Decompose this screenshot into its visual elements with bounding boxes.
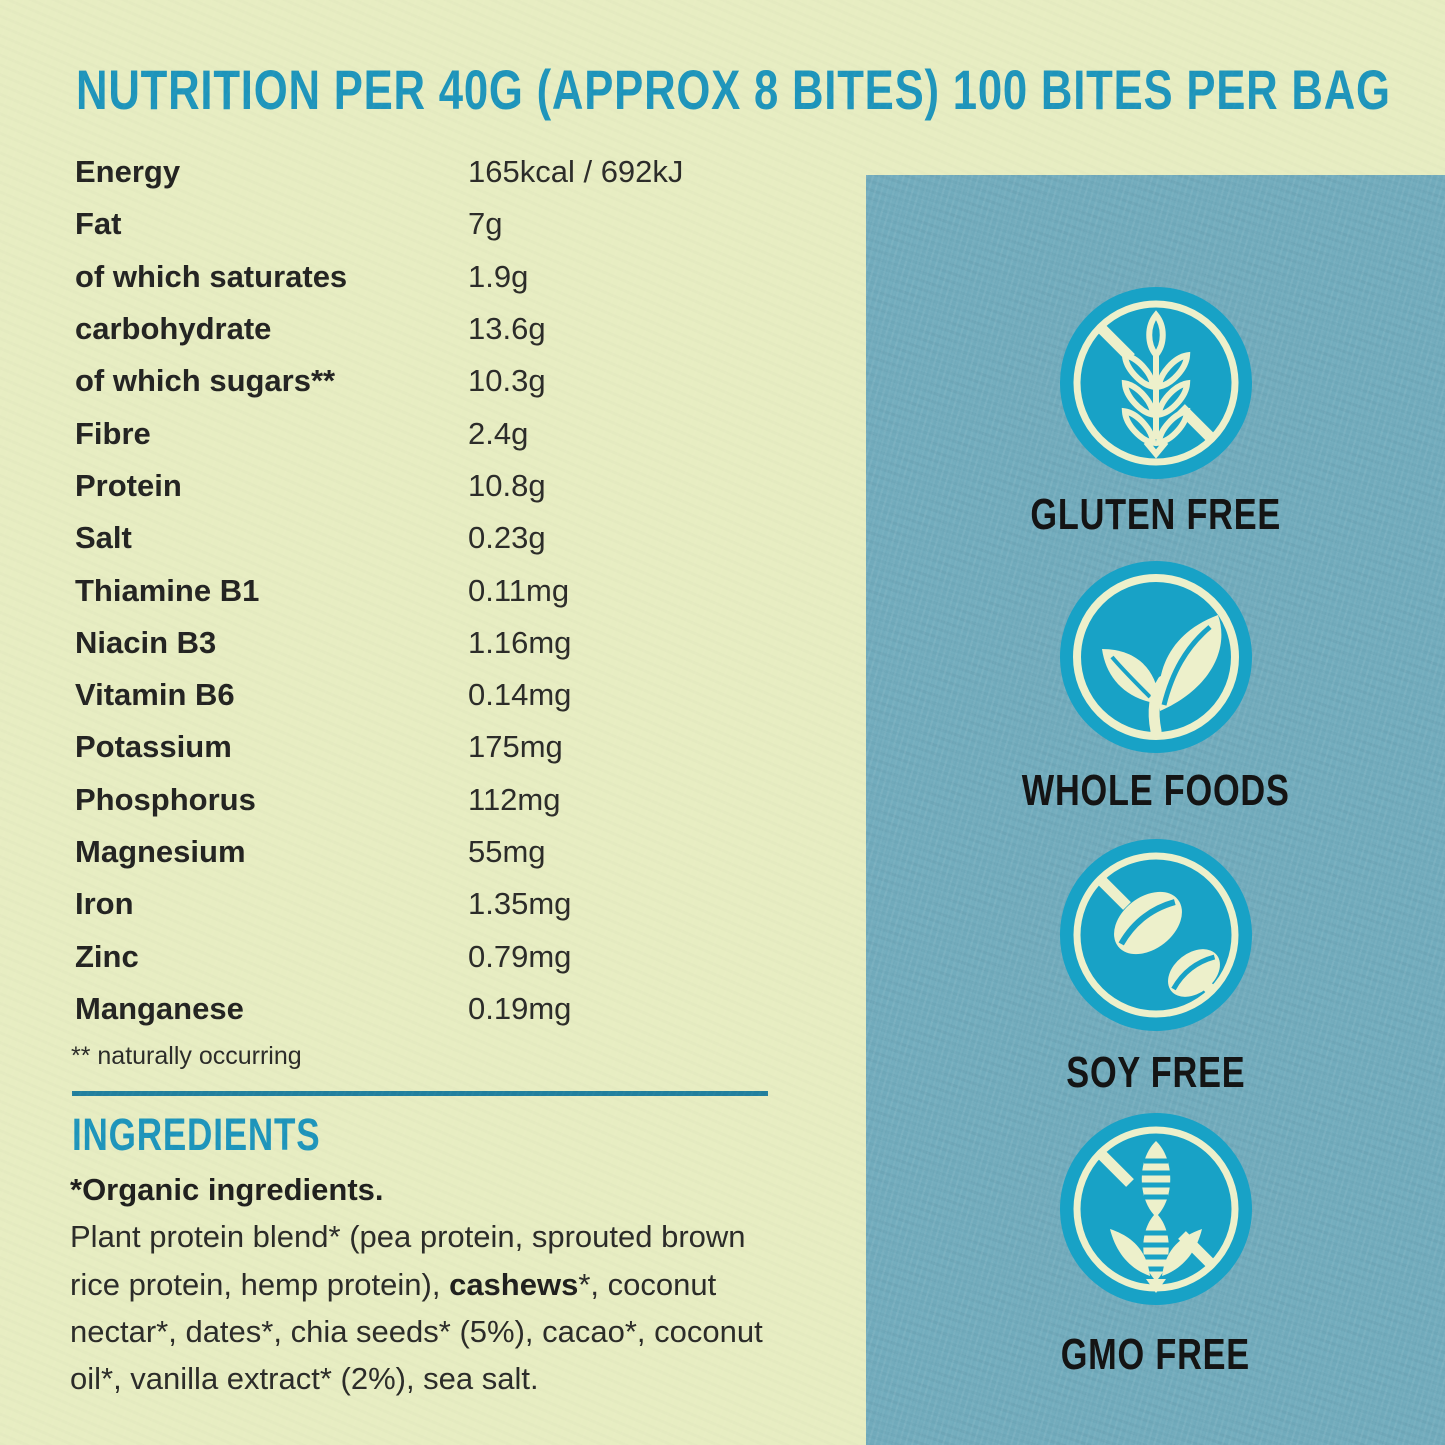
row-label: Manganese (75, 990, 244, 1026)
row-value: 0.11mg (468, 572, 570, 608)
table-row: Salt 0.23g (75, 512, 815, 564)
section-divider (72, 1091, 768, 1096)
row-value: 7g (468, 206, 503, 242)
table-row: Iron 1.35mg (75, 878, 815, 930)
table-row: Manganese 0.19mg (75, 983, 815, 1035)
table-row: Energy 165kcal / 692kJ (75, 146, 815, 198)
row-label: Thiamine B1 (75, 572, 260, 608)
table-row: Thiamine B1 0.11mg (75, 564, 815, 616)
badge-gmo-free: GMO FREE (866, 1113, 1445, 1377)
ingredients-text-cashews: cashews (449, 1266, 579, 1302)
badge-soy-free: SOY FREE (866, 839, 1445, 1095)
row-value: 13.6g (468, 311, 546, 347)
row-label: Salt (75, 520, 132, 556)
table-row: Zinc 0.79mg (75, 930, 815, 982)
row-label: of which sugars** (75, 363, 336, 399)
ingredients-text-before: Plant protein blend* (pea protein, sprou… (70, 1219, 746, 1302)
badge-label: GLUTEN FREE (1030, 490, 1281, 539)
row-value: 1.35mg (468, 886, 572, 922)
row-label: of which saturates (75, 258, 348, 294)
row-label: Potassium (75, 729, 232, 765)
table-row: carbohydrate 13.6g (75, 303, 815, 355)
row-label: carbohydrate (75, 311, 272, 347)
organic-note: *Organic ingredients. (70, 1172, 384, 1207)
nutrition-table: Energy 165kcal / 692kJ Fat 7g of which sat… (75, 146, 815, 1035)
table-row: Magnesium 55mg (75, 826, 815, 878)
row-label: Magnesium (75, 834, 246, 869)
table-row: of which saturates 1.9g (75, 251, 815, 303)
row-label: Fat (75, 206, 122, 242)
row-value: 1.16mg (468, 624, 572, 660)
badge-label: GMO FREE (1060, 1330, 1251, 1379)
table-row: of which sugars** 10.3g (75, 355, 815, 407)
page-title: NUTRITION PER 40G (APPROX 8 BITES) 100 B… (76, 62, 1445, 118)
gluten-free-icon (1059, 287, 1252, 479)
row-value: 0.79mg (468, 938, 572, 974)
ingredients-paragraph: *Organic ingredients. Plant protein blen… (70, 1166, 802, 1402)
ingredients-text: Plant protein blend* (pea protein, sprou… (70, 1213, 802, 1402)
row-label: Vitamin B6 (75, 677, 235, 713)
table-row: Protein 10.8g (75, 460, 815, 512)
row-label: Fibre (75, 415, 151, 451)
row-value: 0.19mg (468, 990, 572, 1026)
row-label: Protein (75, 467, 182, 503)
badge-label: SOY FREE (1065, 1048, 1246, 1097)
row-value: 112mg (468, 781, 561, 817)
soy-free-icon (1059, 839, 1252, 1031)
whole-foods-icon (1059, 561, 1252, 753)
row-value: 10.3g (468, 363, 546, 399)
page-title-text: NUTRITION PER 40G (APPROX 8 BITES) 100 B… (76, 58, 1391, 121)
badge-label: WHOLE FOODS (1021, 766, 1290, 815)
row-value: 0.23g (468, 520, 546, 556)
row-label: Energy (75, 154, 181, 190)
badges-panel: GLUTEN FREE WHOLE FOODS (866, 175, 1445, 1445)
table-row: Niacin B3 1.16mg (75, 617, 815, 669)
row-label: Zinc (75, 938, 139, 974)
row-value: 1.9g (468, 258, 529, 294)
footnote: ** naturally occurring (71, 1042, 302, 1070)
badge-whole-foods: WHOLE FOODS (866, 561, 1445, 813)
row-value: 165kcal / 692kJ (468, 154, 684, 190)
row-label: Phosphorus (75, 781, 256, 817)
gmo-free-icon (1059, 1113, 1252, 1305)
table-row: Phosphorus 112mg (75, 774, 815, 826)
ingredients-text-after: *, coconut nectar*, dates*, chia seeds* … (70, 1266, 763, 1397)
row-value: 2.4g (468, 415, 529, 451)
row-label: Iron (75, 886, 134, 922)
row-value: 10.8g (468, 467, 546, 503)
table-row: Potassium 175mg (75, 721, 815, 773)
ingredients-heading-text: INGREDIENTS (72, 1109, 321, 1160)
row-label: Niacin B3 (75, 624, 217, 660)
ingredients-heading: INGREDIENTS (72, 1112, 391, 1157)
table-row: Vitamin B6 0.14mg (75, 669, 815, 721)
row-value: 55mg (468, 834, 546, 869)
row-value: 0.14mg (468, 677, 572, 713)
row-value: 175mg (468, 729, 563, 765)
badge-gluten-free: GLUTEN FREE (866, 287, 1445, 537)
table-row: Fibre 2.4g (75, 407, 815, 459)
table-row: Fat 7g (75, 198, 815, 250)
